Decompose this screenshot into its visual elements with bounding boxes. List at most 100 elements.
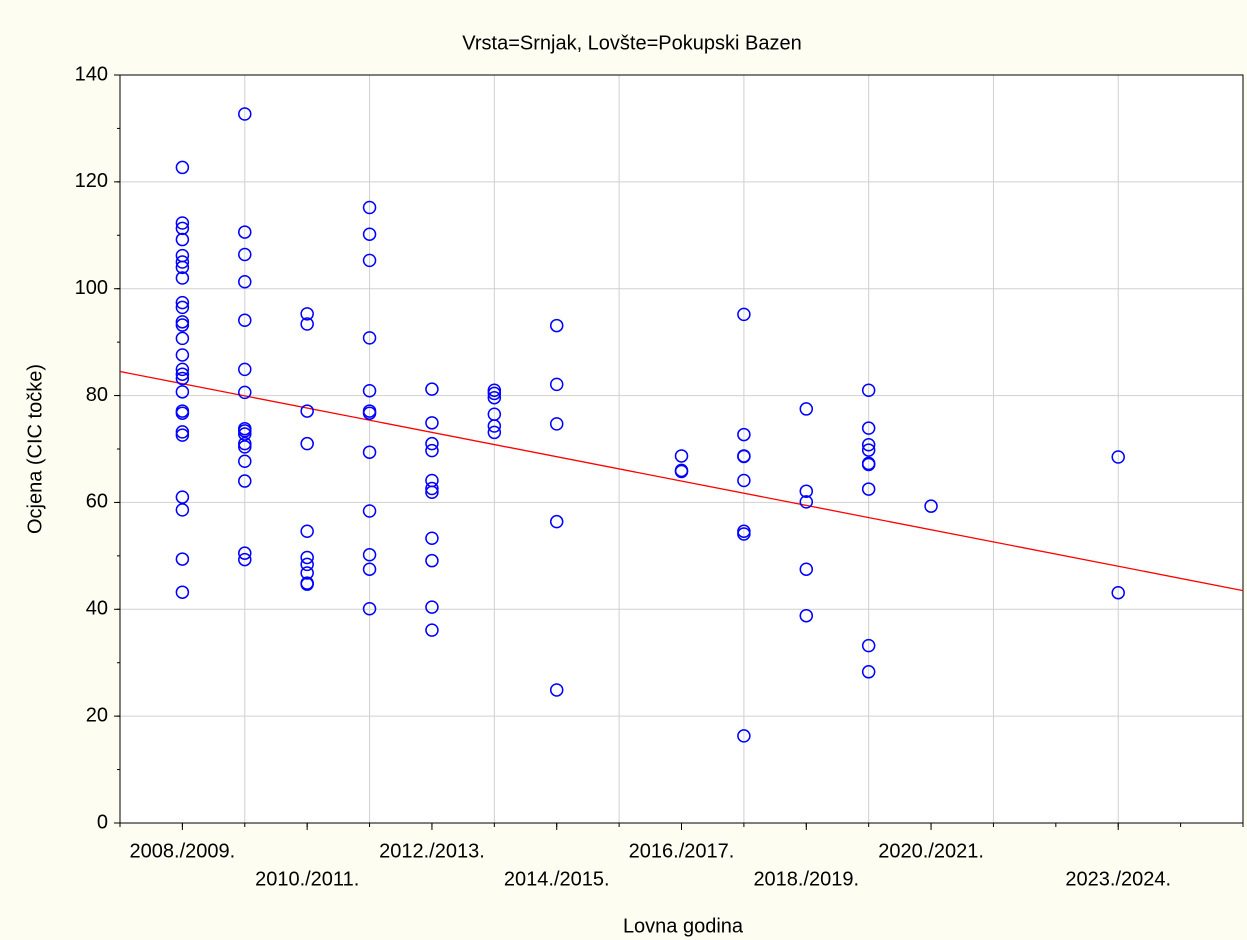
point — [737, 449, 751, 464]
x-tick-label: 2008./2009. — [130, 840, 236, 862]
point — [362, 253, 377, 268]
point — [175, 428, 190, 442]
point — [175, 385, 190, 399]
point — [799, 484, 814, 498]
x-tick-label: 2014./2015. — [504, 868, 610, 890]
point — [300, 577, 314, 591]
point — [300, 307, 314, 321]
point — [362, 406, 377, 420]
point — [300, 524, 314, 539]
point — [238, 436, 252, 451]
point — [861, 638, 876, 653]
point — [674, 449, 689, 463]
point — [1111, 450, 1125, 464]
y-tick-label: 100 — [75, 277, 108, 299]
point — [238, 427, 252, 441]
point — [487, 386, 502, 401]
point — [1111, 585, 1125, 600]
x-tick-label: 2012./2013. — [379, 840, 485, 862]
point — [737, 473, 751, 488]
point — [300, 550, 314, 565]
point — [861, 482, 876, 496]
point — [487, 425, 502, 440]
point — [175, 552, 190, 566]
point — [175, 232, 190, 247]
point — [300, 317, 314, 331]
point — [425, 382, 439, 396]
point — [362, 548, 377, 562]
point — [238, 225, 252, 239]
point — [362, 200, 377, 215]
point — [238, 107, 252, 121]
x-tick-label: 2016./2017. — [629, 840, 735, 862]
x-axis-label: Lovna godina — [623, 915, 744, 937]
point — [175, 318, 190, 332]
point — [425, 443, 439, 458]
point — [175, 255, 190, 269]
point — [549, 514, 564, 529]
point — [549, 377, 564, 392]
point — [425, 531, 439, 545]
point — [799, 562, 814, 576]
point — [425, 436, 439, 451]
point — [175, 406, 190, 420]
point — [425, 485, 439, 500]
point — [861, 457, 876, 472]
point — [238, 546, 252, 560]
point — [487, 390, 502, 405]
point — [362, 504, 377, 518]
point — [175, 295, 190, 310]
point — [175, 331, 190, 346]
point — [737, 307, 751, 322]
point — [175, 315, 190, 329]
fit-line — [119, 370, 1244, 592]
point — [737, 729, 751, 743]
point — [487, 419, 502, 433]
point — [238, 362, 252, 377]
y-axis-label: Ocjena (CIC točke) — [24, 364, 46, 534]
point — [175, 503, 190, 517]
point — [362, 384, 377, 398]
x-tick-label: 2018./2019. — [753, 868, 859, 890]
point — [238, 275, 252, 289]
point — [238, 385, 252, 400]
point — [549, 318, 564, 333]
point — [175, 425, 190, 439]
point — [175, 490, 190, 504]
point — [362, 227, 377, 241]
point — [175, 348, 190, 362]
point — [425, 600, 439, 614]
point — [300, 566, 314, 580]
point — [238, 440, 252, 454]
point — [924, 499, 938, 513]
point — [175, 160, 190, 175]
x-tick-label: 2023./2024. — [1065, 868, 1171, 890]
point — [300, 404, 314, 418]
point — [362, 331, 377, 345]
point — [175, 216, 190, 230]
point — [238, 313, 252, 327]
point — [362, 602, 377, 616]
point — [238, 247, 252, 262]
point — [425, 623, 439, 637]
point — [425, 553, 439, 568]
point — [238, 552, 252, 567]
point — [238, 474, 252, 488]
point — [175, 362, 190, 377]
point — [238, 424, 252, 438]
point — [861, 383, 876, 397]
plot-frame — [119, 74, 1244, 824]
point — [799, 608, 814, 623]
point — [175, 271, 190, 285]
point — [175, 585, 190, 599]
point — [425, 481, 439, 496]
point — [549, 417, 564, 431]
point — [175, 367, 190, 381]
y-tick-label: 140 — [75, 63, 108, 85]
point — [799, 402, 814, 416]
point — [425, 416, 439, 430]
y-tick-label: 80 — [86, 384, 108, 406]
y-tick-label: 120 — [75, 170, 108, 192]
point — [238, 454, 252, 469]
